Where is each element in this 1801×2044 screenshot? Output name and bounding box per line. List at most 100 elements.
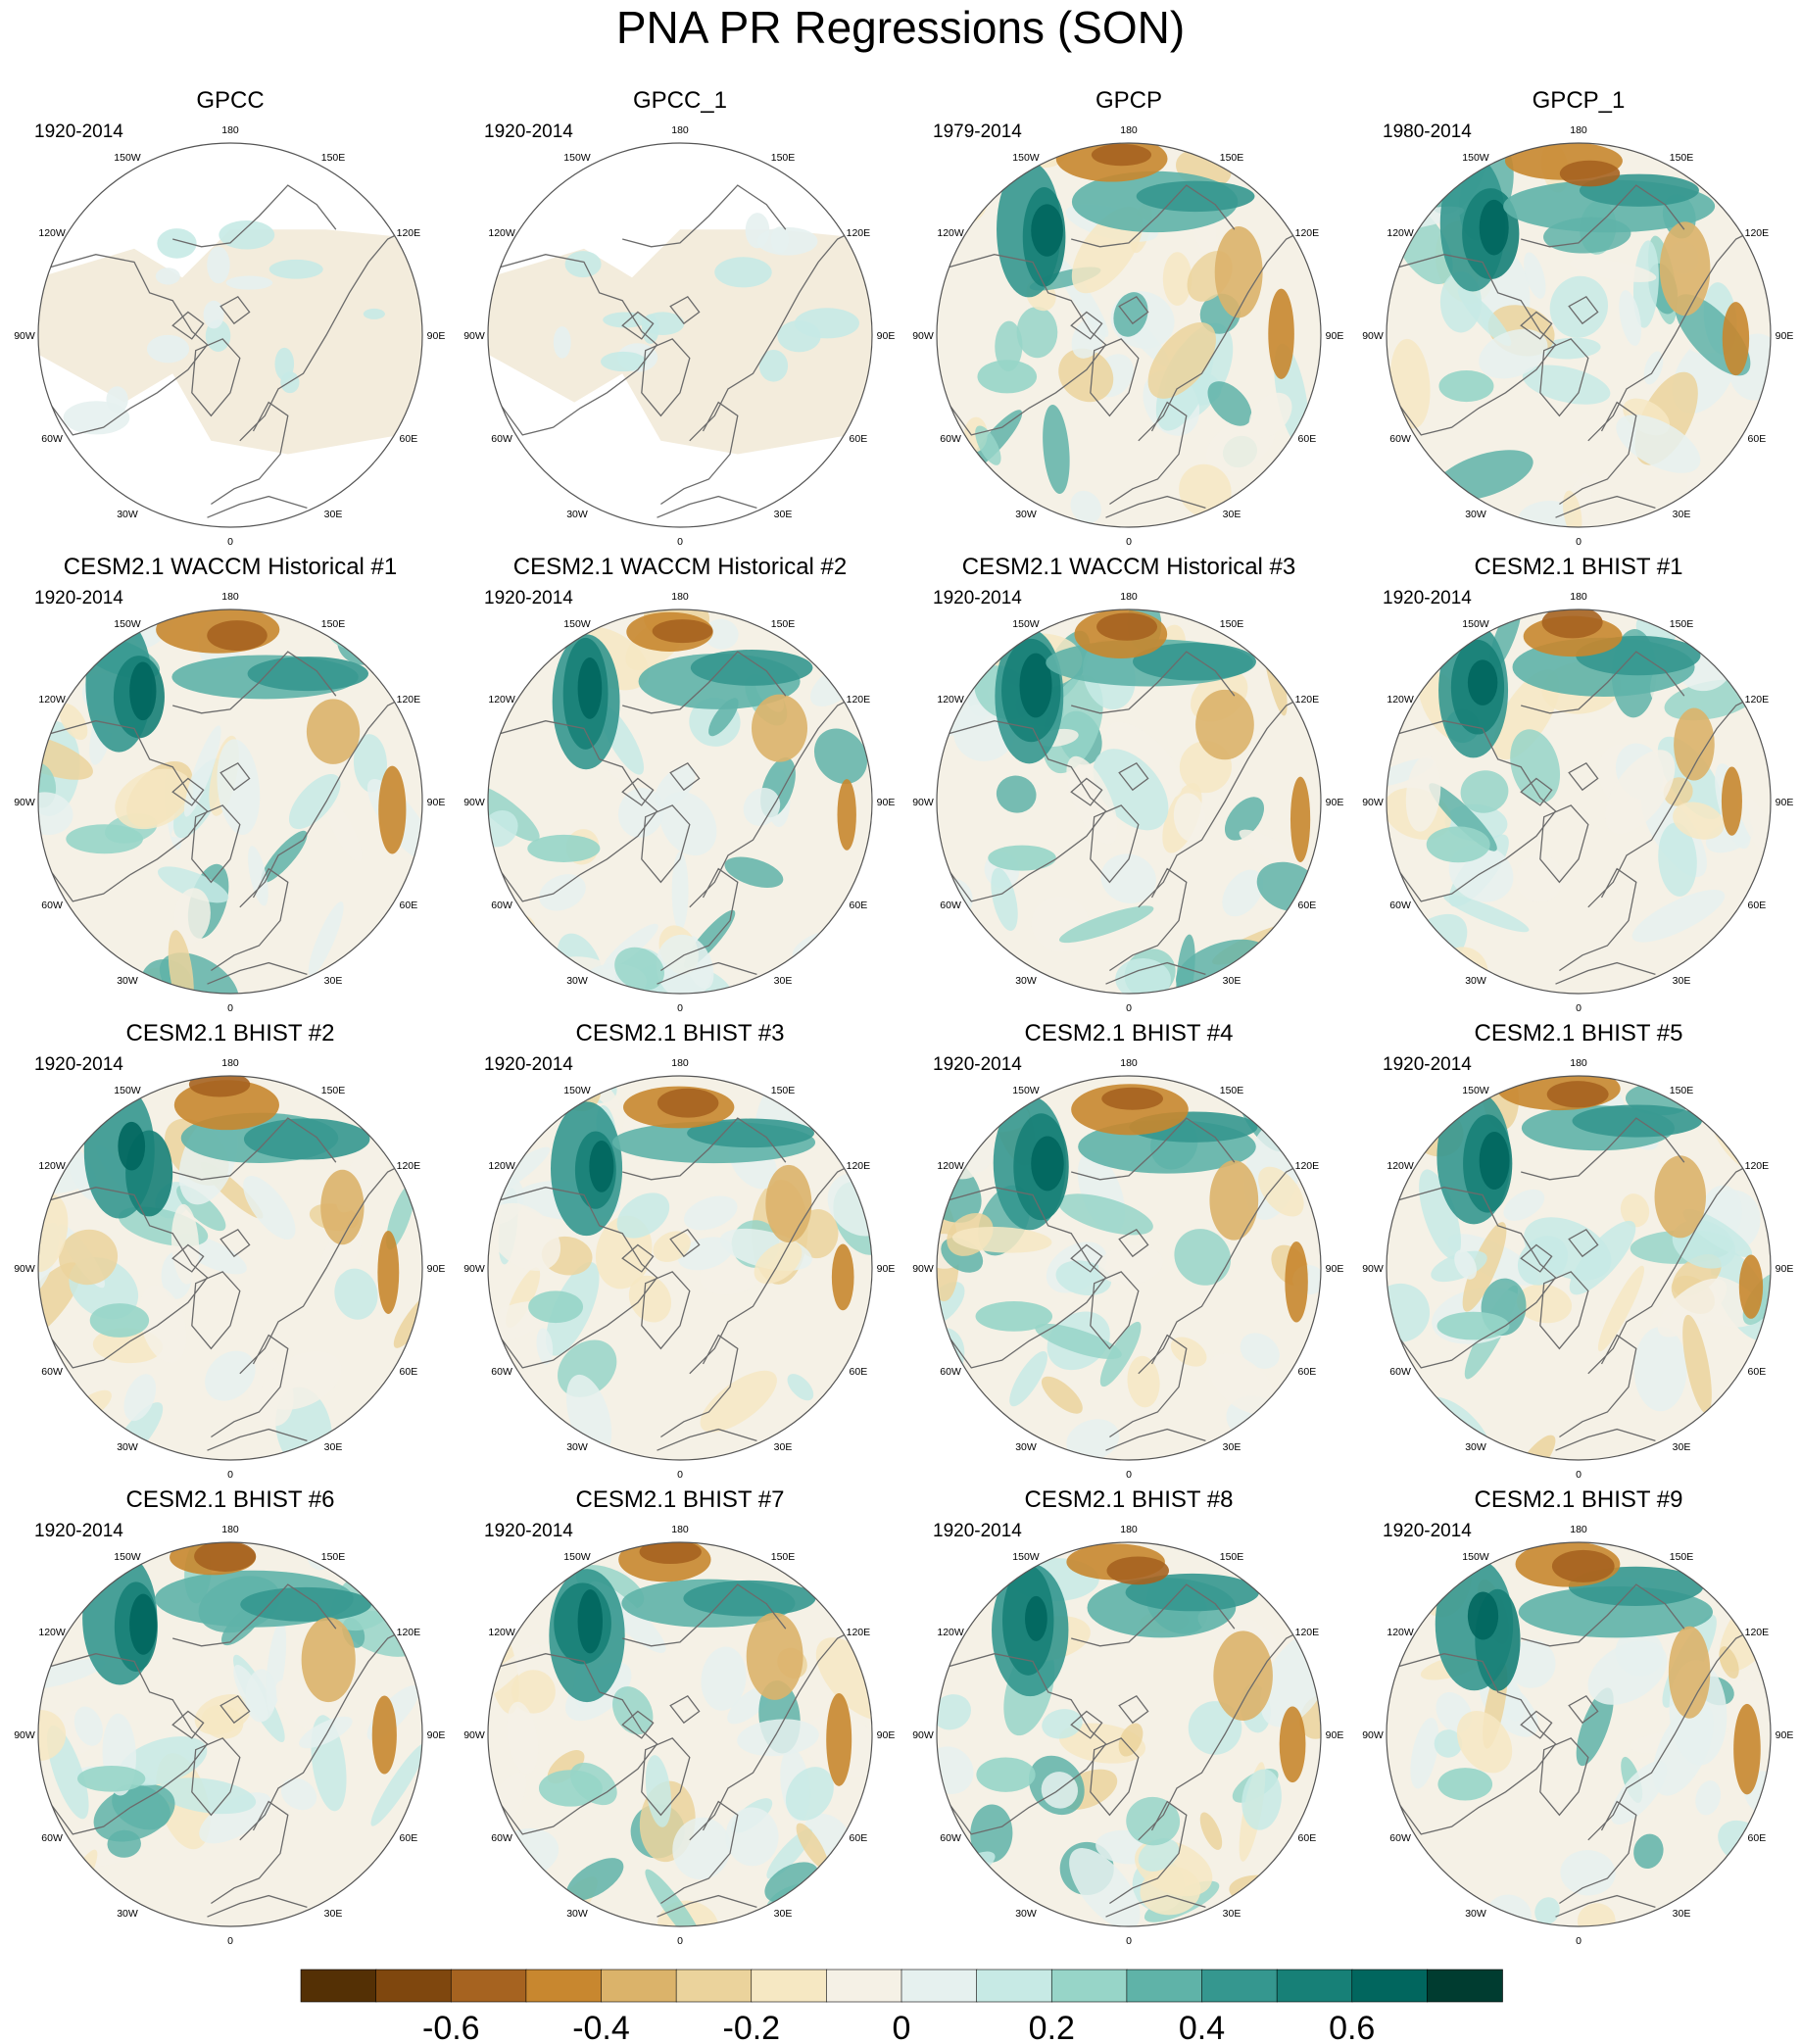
coastline (1071, 651, 1236, 714)
longitude-label: 30W (117, 975, 138, 987)
coastline (1070, 1710, 1103, 1739)
longitude-label: 90W (912, 330, 934, 342)
anomaly-blob (280, 1777, 317, 1811)
anomaly-blob (38, 1262, 81, 1345)
anomaly-core (765, 1164, 812, 1242)
longitude-label: 90W (463, 797, 485, 808)
longitude-label: 30W (566, 509, 588, 520)
longitude-label: 30W (1465, 1441, 1486, 1453)
longitude-label: 60E (1748, 433, 1767, 445)
longitude-label: 90W (463, 1729, 485, 1741)
anomaly-blob (628, 1275, 672, 1323)
anomaly-blob (1043, 405, 1070, 495)
map-panel: CESM2.1 WACCM Historical #2 1920-2014 180 1… (463, 554, 895, 1014)
coastline (689, 228, 857, 442)
panel-title: GPCC (196, 87, 264, 114)
longitude-label: 60W (940, 1366, 961, 1378)
longitude-label: 120W (38, 1627, 66, 1638)
longitude-label: 30W (566, 1908, 588, 1920)
panel-title: GPCP (1095, 87, 1162, 114)
anomaly-blob (1099, 1321, 1142, 1387)
coastline (1071, 184, 1236, 248)
panel-title: CESM2.1 BHIST #6 (126, 1486, 335, 1513)
coastline (207, 1894, 308, 1918)
map-boundary (936, 608, 1322, 995)
anomaly-blob (1390, 1430, 1481, 1460)
anomaly-blob (203, 300, 224, 329)
anomaly-blob (1569, 258, 1657, 282)
anomaly-blob (1493, 669, 1560, 760)
longitude-label: 180 (671, 591, 689, 603)
longitude-label: 30E (1673, 975, 1691, 987)
coastline (622, 184, 787, 248)
anomaly-blob (219, 220, 275, 250)
coastline (641, 338, 691, 417)
longitude-label: 90W (14, 330, 35, 342)
anomaly-blob (507, 1701, 539, 1775)
anomaly-blob (107, 1829, 141, 1858)
longitude-label: 90W (14, 1729, 35, 1741)
anomaly-blob (612, 1686, 654, 1735)
longitude-label: 120E (1745, 227, 1770, 239)
longitude-label: 60W (940, 1832, 961, 1844)
map-boundary (487, 1541, 873, 1927)
panel-period: 1920-2014 (34, 588, 123, 608)
map-field (937, 1542, 1321, 1926)
anomaly-blob (617, 787, 664, 838)
colorbar-swatch (1050, 1969, 1128, 2003)
coastline (172, 651, 337, 714)
anomaly-blob (398, 1542, 422, 1600)
anomaly-core (1209, 1160, 1259, 1241)
longitude-label: 0 (227, 1935, 233, 1947)
coastline (669, 295, 701, 325)
longitude-label: 60W (940, 900, 961, 911)
panel-period: 1920-2014 (933, 1521, 1022, 1541)
anomaly-blob (1695, 1780, 1722, 1816)
map-field (38, 1542, 422, 1926)
longitude-label: 120E (397, 227, 421, 239)
anomaly-blob (672, 1817, 731, 1880)
coastline (1521, 1583, 1685, 1647)
coastline (660, 1334, 739, 1438)
anomaly-blob (1503, 1189, 1545, 1221)
longitude-label: 0 (1126, 536, 1132, 548)
anomaly-blob (1549, 275, 1609, 338)
coastline (41, 1653, 209, 1835)
coastline (491, 1653, 658, 1835)
longitude-label: 90E (427, 797, 446, 808)
longitude-label: 180 (1570, 1524, 1587, 1535)
longitude-label: 0 (227, 1002, 233, 1014)
longitude-label: 150W (563, 618, 591, 630)
longitude-label: 150W (1462, 1085, 1489, 1096)
longitude-label: 60W (1389, 433, 1411, 445)
coastline (491, 720, 658, 902)
longitude-label: 30E (1673, 1441, 1691, 1453)
anomaly-blob (45, 1849, 98, 1926)
anomaly-blob (59, 703, 88, 741)
anomaly-core (1437, 1768, 1493, 1801)
longitude-label: 120E (1295, 1627, 1320, 1638)
anomaly-blob (566, 1858, 624, 1901)
coastline (172, 184, 337, 248)
anomaly-blob (787, 1374, 814, 1401)
anomaly-core (1721, 766, 1742, 836)
colorbar-tick-label: -0.2 (723, 2010, 781, 2044)
longitude-label: 150E (771, 1085, 796, 1096)
anomaly-blob (323, 798, 363, 862)
anomaly-blob (386, 1183, 415, 1250)
anomaly-blob (1658, 822, 1697, 897)
longitude-label: 180 (1570, 591, 1587, 603)
anomaly-blob (945, 1076, 979, 1125)
colorbar-swatch (525, 1969, 603, 2003)
anomaly-blob (1747, 629, 1771, 661)
longitude-label: 0 (227, 536, 233, 548)
longitude-label: 150E (1220, 1551, 1244, 1563)
longitude-label: 90W (1362, 330, 1384, 342)
anomaly-core (837, 779, 856, 851)
longitude-label: 60E (1298, 433, 1317, 445)
longitude-label: 30E (774, 1441, 793, 1453)
anomaly-blob (308, 901, 344, 977)
longitude-label: 30W (1015, 1908, 1037, 1920)
